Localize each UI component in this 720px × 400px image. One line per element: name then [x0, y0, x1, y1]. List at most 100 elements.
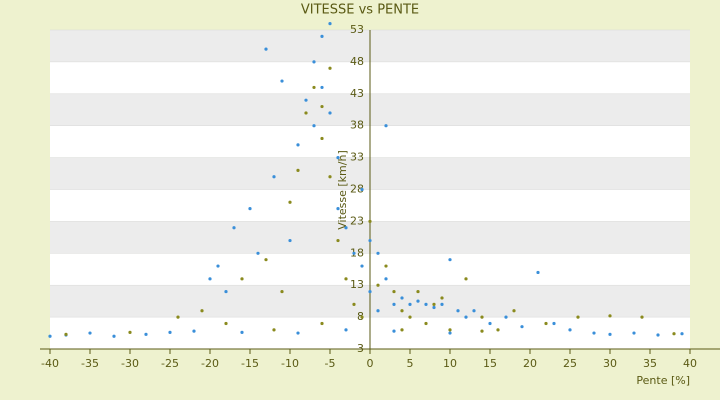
- point: [312, 85, 316, 90]
- y-tick-label: 28: [350, 183, 364, 196]
- point: [496, 328, 500, 332]
- point: [344, 328, 348, 332]
- point: [488, 321, 492, 326]
- y-tick-label: 18: [350, 246, 364, 259]
- point: [296, 331, 300, 335]
- point: [376, 309, 380, 313]
- point: [384, 124, 388, 128]
- point: [576, 315, 580, 319]
- point: [432, 302, 436, 306]
- point: [400, 328, 404, 332]
- point: [448, 258, 452, 262]
- x-tick-label: -5: [325, 357, 336, 370]
- point: [408, 315, 412, 319]
- point: [208, 277, 212, 281]
- y-tick-label: 13: [350, 278, 364, 291]
- point: [512, 309, 516, 313]
- point: [360, 315, 364, 319]
- point: [336, 156, 340, 160]
- point: [424, 302, 428, 306]
- x-tick-label: 35: [643, 357, 657, 370]
- x-tick-label: 30: [603, 357, 617, 370]
- point: [440, 296, 444, 300]
- point: [448, 331, 452, 335]
- y-tick-label: 48: [350, 55, 364, 68]
- point: [376, 283, 380, 287]
- x-tick-label: 10: [443, 357, 457, 370]
- point: [144, 332, 148, 336]
- point: [176, 315, 180, 319]
- point: [312, 124, 316, 128]
- point: [400, 296, 404, 300]
- point: [344, 226, 348, 230]
- point: [328, 66, 332, 70]
- point: [232, 226, 236, 230]
- point: [352, 251, 356, 255]
- point: [552, 321, 556, 326]
- point: [440, 302, 444, 306]
- point: [200, 309, 204, 313]
- point: [448, 328, 452, 332]
- point: [360, 264, 364, 268]
- point: [384, 277, 388, 281]
- point: [296, 143, 300, 147]
- point: [368, 238, 372, 243]
- point: [360, 187, 364, 192]
- point: [328, 175, 332, 179]
- point: [312, 60, 316, 64]
- point: [336, 207, 340, 211]
- point: [608, 332, 612, 336]
- x-tick-label: 20: [523, 357, 537, 370]
- x-tick-label: -35: [81, 357, 99, 370]
- point: [432, 305, 436, 310]
- point: [408, 302, 412, 306]
- point: [416, 299, 420, 303]
- x-tick-label: -10: [281, 357, 299, 370]
- point: [288, 200, 292, 204]
- x-tick-label: 15: [483, 357, 497, 370]
- point: [544, 321, 548, 326]
- point: [472, 309, 476, 313]
- point: [304, 111, 308, 115]
- point: [248, 207, 252, 211]
- point: [296, 168, 300, 172]
- point: [376, 251, 380, 255]
- point: [480, 329, 484, 333]
- y-axis-label: Vitesse [km/h]: [336, 150, 349, 230]
- y-tick-label: 33: [350, 151, 364, 164]
- point: [368, 219, 372, 223]
- point: [320, 104, 324, 109]
- point: [288, 238, 292, 243]
- x-tick-label: 40: [683, 357, 697, 370]
- point: [328, 111, 332, 115]
- x-tick-label: 0: [367, 357, 374, 370]
- point: [216, 264, 220, 268]
- point: [456, 309, 460, 313]
- point: [272, 175, 276, 179]
- point: [272, 328, 276, 332]
- x-tick-label: -40: [41, 357, 59, 370]
- point: [400, 309, 404, 313]
- point: [240, 277, 244, 281]
- point: [424, 321, 428, 326]
- x-tick-label: -20: [201, 357, 219, 370]
- point: [224, 321, 228, 326]
- x-tick-label: -15: [241, 357, 259, 370]
- point: [592, 331, 596, 335]
- x-axis-label: Pente [%]: [636, 374, 690, 387]
- point: [280, 289, 284, 294]
- point: [88, 331, 92, 335]
- point: [464, 315, 468, 319]
- point: [464, 277, 468, 281]
- point: [672, 332, 676, 336]
- point: [320, 34, 324, 38]
- y-tick-label: 53: [350, 23, 364, 36]
- point: [504, 315, 508, 319]
- point: [168, 330, 172, 335]
- point: [520, 325, 524, 329]
- point: [336, 238, 340, 243]
- chart-title: VITESSE vs PENTE: [301, 3, 419, 18]
- point: [128, 330, 132, 335]
- x-tick-label: 5: [407, 357, 414, 370]
- point: [240, 330, 244, 335]
